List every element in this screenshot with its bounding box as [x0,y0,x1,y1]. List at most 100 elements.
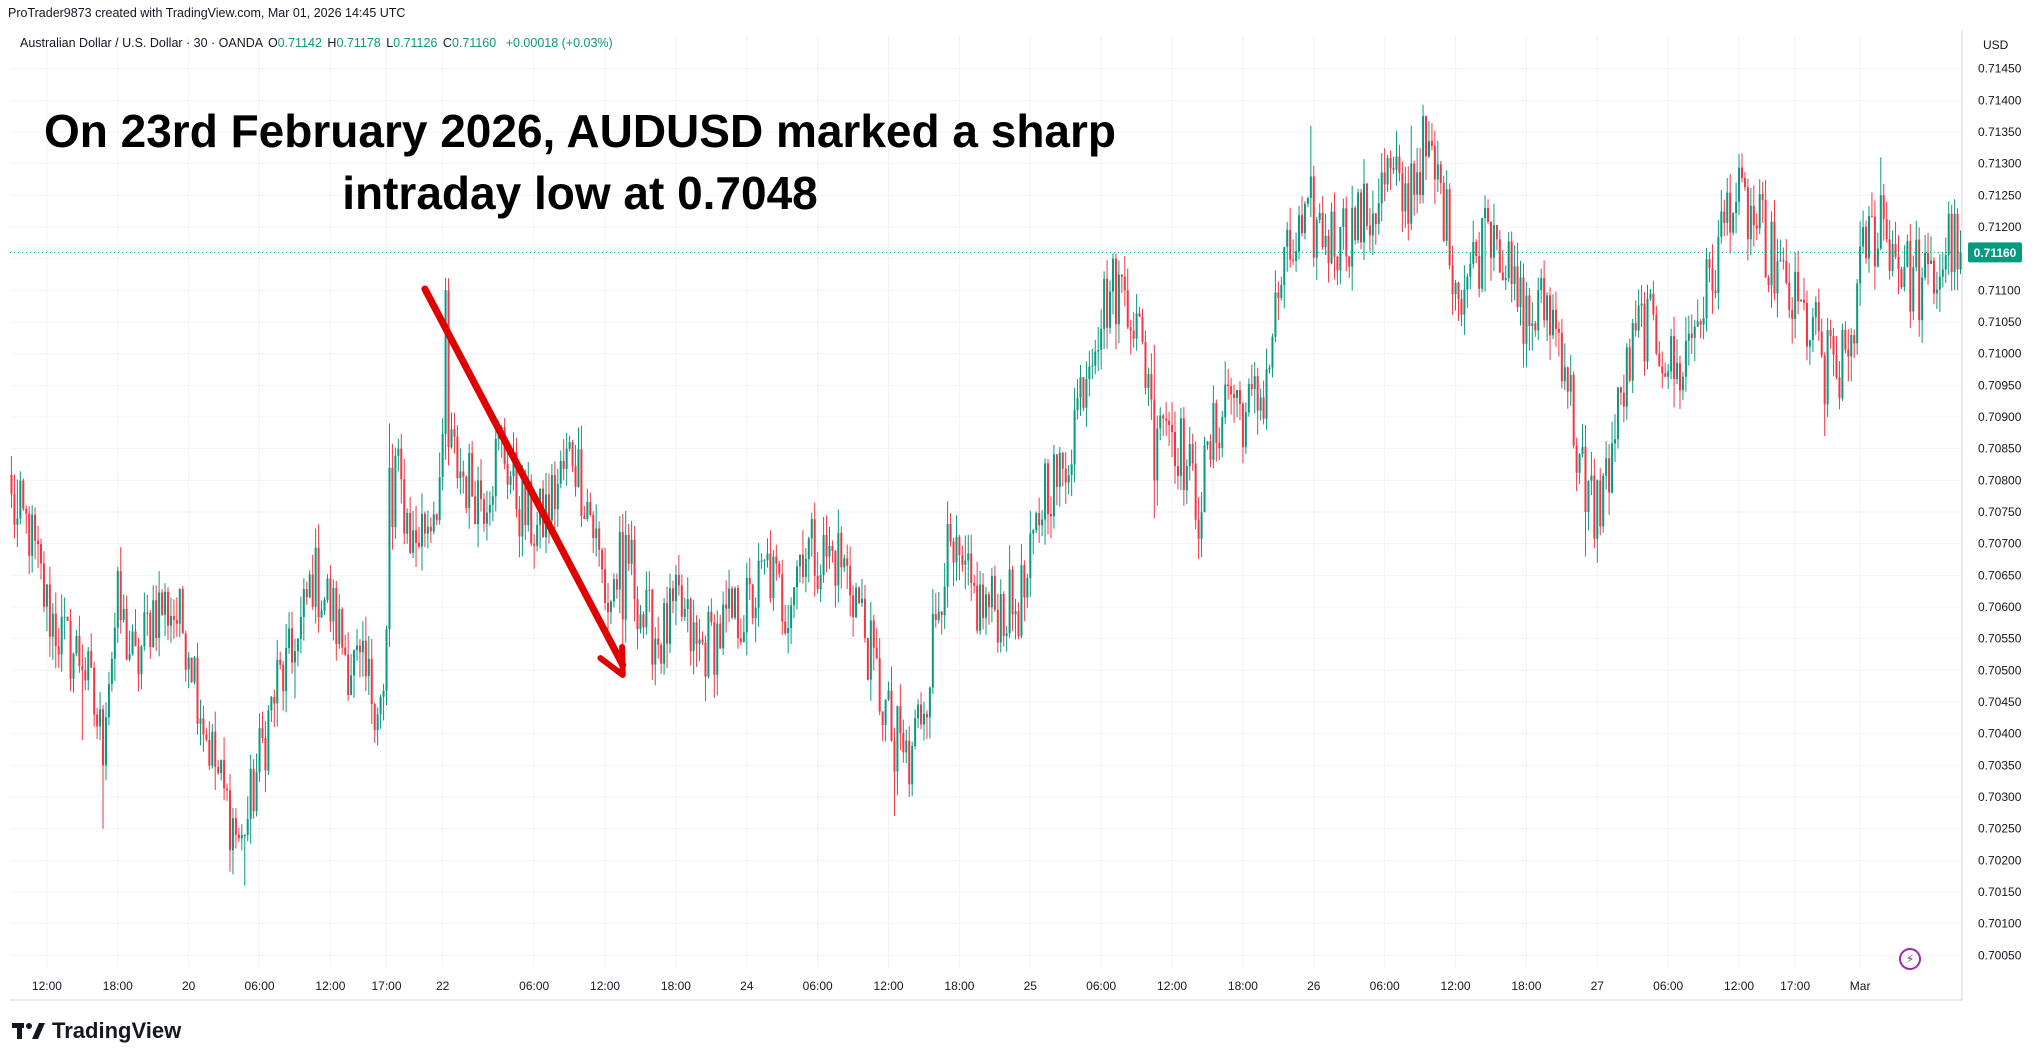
candle-body [846,558,849,566]
candle-body [1616,387,1619,440]
candle-body [1454,282,1457,295]
candle-body [754,607,757,619]
candle-body [1755,225,1758,229]
price-tick-label: 0.71050 [1978,315,2022,329]
candle-body [1132,330,1135,339]
candle-body [128,654,131,660]
candle-body [943,586,946,616]
candle-body [48,584,51,637]
candle-body [1061,452,1064,469]
candle-body [893,740,896,772]
candle-body [1032,530,1035,534]
candle-body [75,635,78,654]
candle-body [1324,235,1327,248]
candle-body [1947,213,1950,255]
candle-body [1776,261,1779,294]
candle-body [1743,177,1746,188]
candle-body [465,476,468,509]
candle-body [1596,480,1599,539]
candle-body [214,731,217,767]
candle-body [958,536,961,556]
candle-body [707,611,710,677]
currency-label[interactable]: USD [1983,38,2009,52]
candle-body [834,551,837,586]
symbol-legend[interactable]: Australian Dollar / U.S. Dollar · 30 · O… [20,36,613,50]
candle-body [447,290,450,448]
candle-body [146,612,149,614]
candle-body [556,483,559,510]
lightning-icon[interactable]: ⚡ [1899,948,1921,970]
candle-body [1528,295,1531,327]
candle-body [760,560,763,562]
candle-body [648,589,651,591]
candle-body [1103,278,1106,329]
candle-body [1720,211,1723,237]
candle-body [692,622,695,652]
candle-body [1475,241,1478,257]
candle-body [1696,321,1699,327]
candle-body [677,574,680,586]
candle-body [1360,192,1363,243]
created-by-text: ProTrader9873 created with TradingView.c… [8,6,406,20]
candle-body [1241,403,1244,448]
candle-body [1159,415,1162,429]
price-tick-label: 0.71100 [1978,283,2021,297]
candle-body [1717,236,1720,293]
candle-body [246,819,249,835]
candle-body [627,534,630,564]
candle-body [651,589,654,665]
candle-body [940,611,943,616]
candle-body [1726,192,1729,223]
candle-body [1094,351,1097,366]
time-tick-label: 17:00 [372,979,402,993]
candle-body [1023,565,1026,598]
candle-body [716,623,719,675]
candle-body [1637,305,1640,331]
candle-body [199,718,202,724]
candle-body [1300,215,1303,234]
candle-body [722,604,725,649]
candle-body [169,615,172,626]
candle-body [1422,116,1425,196]
candle-body [116,571,119,628]
candle-body [438,477,441,520]
candle-body [630,539,633,564]
candle-body [1374,213,1377,225]
candle-body [1522,277,1525,344]
candle-body [745,578,748,633]
candle-body [1608,458,1611,493]
candle-body [1844,329,1847,350]
candle-body [831,545,834,552]
candle-body [1295,251,1298,261]
candle-body [1469,263,1472,277]
candle-body [1315,219,1318,258]
candle-body [1194,463,1197,520]
candle-body [99,709,102,727]
candle-body [1345,208,1348,257]
candle-body [810,519,813,539]
candle-body [1918,239,1921,321]
symbol-name[interactable]: Australian Dollar / U.S. Dollar · 30 · O… [20,36,263,50]
price-tick-label: 0.71350 [1978,125,2022,139]
candle-body [134,631,137,647]
time-tick-label: 25 [1024,979,1038,993]
candle-body [158,592,161,638]
candle-body [1611,443,1614,493]
candle-body [1442,182,1445,241]
candle-body [453,429,456,437]
candle-body [1622,392,1625,407]
time-tick-label: 18:00 [1228,979,1258,993]
candle-body [695,622,698,644]
candle-body [739,638,742,642]
candle-body [45,584,48,607]
candle-body [1628,347,1631,381]
candle-body [1767,277,1770,286]
candle-body [961,555,964,565]
candle-body [1318,212,1321,220]
candle-body [1856,283,1859,344]
tradingview-logo[interactable]: TradingView [12,1018,181,1044]
candle-body [1274,292,1277,337]
candle-body [636,599,639,630]
candle-body [793,587,796,606]
